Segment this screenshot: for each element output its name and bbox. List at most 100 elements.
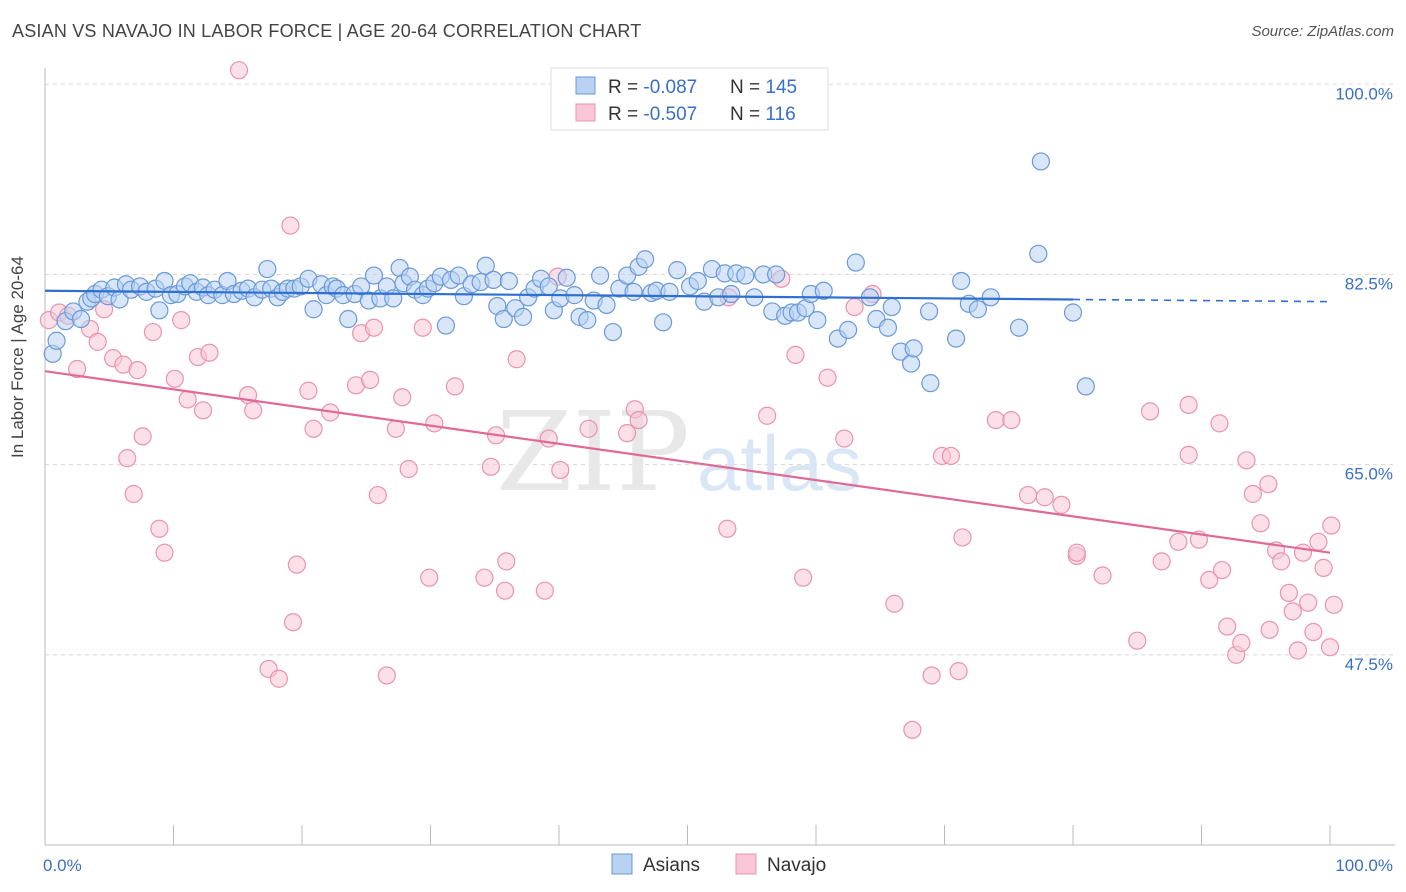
asians-point <box>484 270 503 290</box>
navajo-point <box>845 297 864 317</box>
legend-n-label: N = <box>730 77 765 98</box>
svg-text:N = 116: N = 116 <box>730 104 796 125</box>
source-credit: Source: ZipAtlas.com <box>1251 23 1394 40</box>
navajo-point <box>1218 617 1237 636</box>
navajo-point <box>304 419 323 438</box>
asians-point <box>513 307 533 326</box>
navajo-point <box>269 669 288 688</box>
navajo-point <box>368 485 387 505</box>
legend-n-value: 116 <box>765 104 795 125</box>
svg-text:N = 145: N = 145 <box>730 77 797 98</box>
asians-point <box>904 339 923 358</box>
asians-point <box>968 300 988 319</box>
navajo-point <box>425 414 444 433</box>
asians-point <box>901 354 921 373</box>
asians-point <box>736 266 755 285</box>
series-legend: Asians Navajo <box>611 853 826 876</box>
navajo-point <box>124 484 143 504</box>
navajo-point <box>1052 495 1071 514</box>
navajo-point <box>1002 410 1021 430</box>
navajo-point <box>1314 558 1333 577</box>
navajo-point <box>1324 595 1343 614</box>
navajo-point <box>287 555 306 574</box>
navajo-point <box>1288 641 1307 660</box>
navajo-point <box>949 662 968 681</box>
navajo-point <box>1259 475 1278 494</box>
asians-point <box>1031 152 1050 171</box>
asians-point <box>981 288 1000 307</box>
asians-point <box>878 318 898 337</box>
navajo-point <box>1169 532 1188 551</box>
navajo-point <box>68 359 87 379</box>
asians-point <box>846 253 865 272</box>
asians-point <box>668 261 687 280</box>
chart-title: ASIAN VS NAVAJO IN LABOR FORCE | AGE 20-… <box>12 21 642 41</box>
navajo-point <box>1283 602 1302 621</box>
asians-point <box>47 331 66 350</box>
asians-point <box>304 300 323 319</box>
navajo-point <box>193 401 213 420</box>
series-legend-label-asians: Asians <box>643 855 700 876</box>
navajo-point <box>377 666 396 685</box>
navajo-point <box>244 401 263 420</box>
asians-point <box>722 284 741 304</box>
asians-point <box>1063 303 1083 322</box>
navajo-point <box>1309 532 1328 551</box>
navajo-point <box>1179 445 1198 464</box>
navajo-point <box>420 568 439 587</box>
navajo-point <box>1232 633 1251 652</box>
navajo-point <box>629 410 648 430</box>
navajo-point <box>1293 543 1313 562</box>
asians-point <box>653 313 673 332</box>
asians-point <box>499 271 518 291</box>
navajo-point <box>718 519 737 538</box>
asians-point <box>1076 377 1095 396</box>
navajo-point <box>150 519 169 538</box>
navajo-point <box>1279 583 1298 602</box>
navajo-point <box>885 594 904 613</box>
navajo-point <box>143 322 163 342</box>
navajo-point <box>1179 395 1198 414</box>
asians-point <box>688 271 707 291</box>
series-legend-swatch-navajo <box>735 853 757 875</box>
navajo-point <box>922 666 941 685</box>
legend-swatch-asians <box>575 76 596 95</box>
navajo-point <box>1067 543 1086 562</box>
navajo-point <box>1093 566 1112 585</box>
navajo-point <box>1320 638 1340 657</box>
navajo-point <box>1304 622 1323 642</box>
navajo-point <box>1152 552 1171 571</box>
series-legend-swatch-asians <box>611 853 633 875</box>
navajo-point <box>481 457 500 476</box>
legend-n-label: N = <box>730 104 765 125</box>
asians-point <box>603 322 623 342</box>
legend-swatch-navajo <box>575 103 596 122</box>
asians-point <box>557 268 576 287</box>
navajo-point <box>1243 484 1263 504</box>
navajo-point <box>364 318 384 337</box>
navajo-point <box>413 318 432 337</box>
asians-point <box>808 311 827 330</box>
navajo-point <box>361 370 380 389</box>
legend-r-label: R = <box>608 104 643 125</box>
asians-point <box>339 309 358 329</box>
navajo-point <box>1128 631 1147 650</box>
navajo-point <box>445 377 465 396</box>
legend-r-label: R = <box>608 77 643 98</box>
asians-point <box>660 282 679 301</box>
navajo-point <box>1260 620 1279 639</box>
navajo-point <box>1322 516 1341 535</box>
axes <box>44 68 1395 846</box>
asians-point <box>364 266 384 285</box>
navajo-point <box>1299 593 1318 612</box>
navajo-point <box>1251 514 1270 533</box>
navajo-point <box>133 427 152 446</box>
navajo-point <box>953 528 972 547</box>
asians-point <box>71 309 91 329</box>
navajo-point <box>128 361 147 380</box>
navajo-point <box>1272 552 1291 571</box>
navajo-point <box>1200 570 1219 589</box>
navajo-point <box>903 720 922 739</box>
asians-point <box>635 250 655 269</box>
